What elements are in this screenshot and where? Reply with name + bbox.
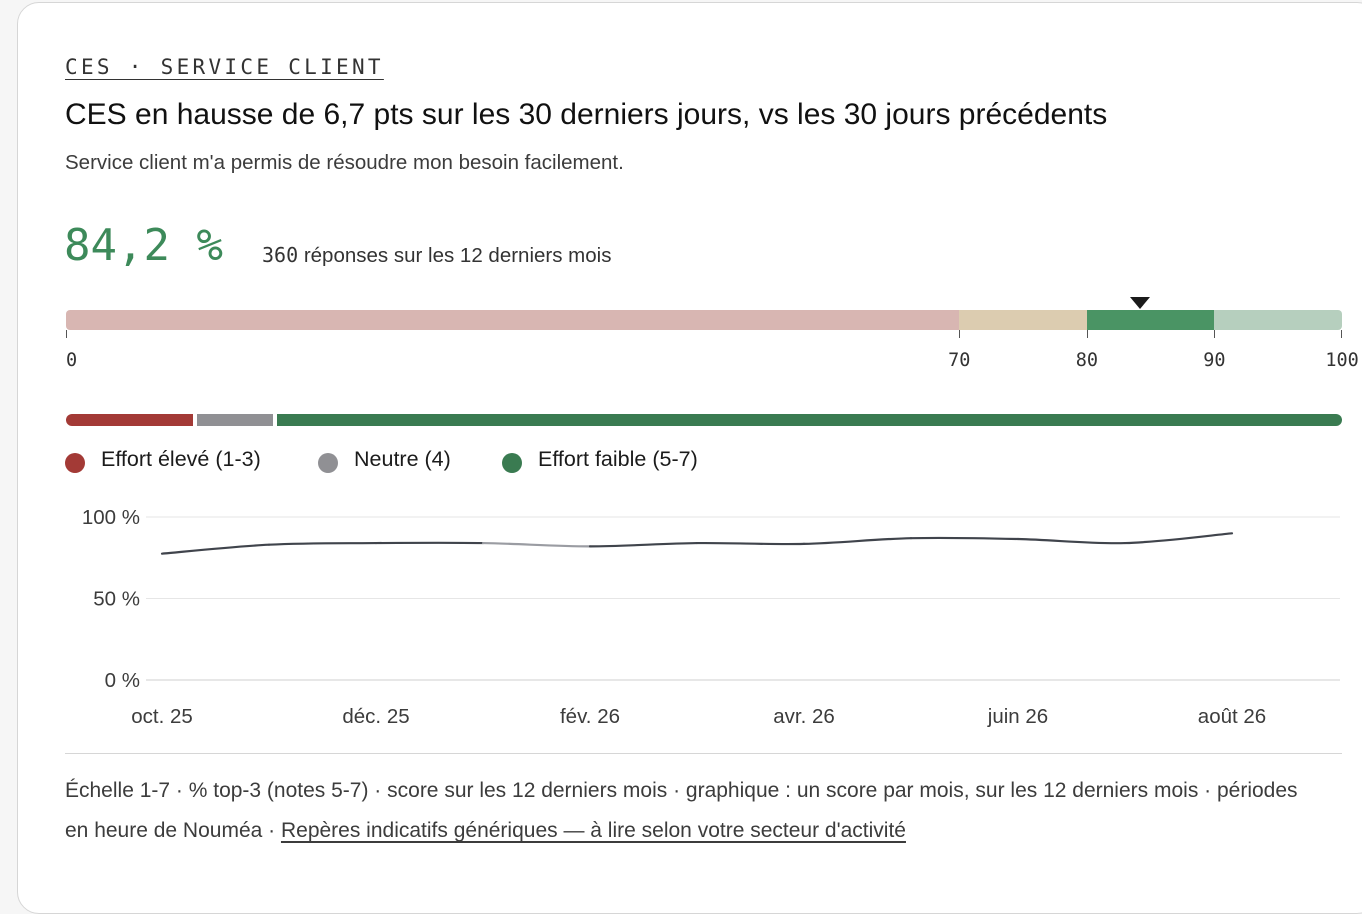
scale-zone-1 bbox=[959, 310, 1087, 330]
scale-tick-label: 90 bbox=[1203, 350, 1225, 371]
series-line-segment bbox=[1018, 539, 1125, 543]
x-tick-label: fév. 26 bbox=[560, 705, 620, 728]
headline: CES en hausse de 6,7 pts sur les 30 dern… bbox=[65, 98, 1107, 132]
y-tick-label: 0 % bbox=[105, 669, 140, 692]
series-line-segment bbox=[697, 543, 804, 544]
series-line-segment bbox=[162, 545, 269, 554]
divider bbox=[65, 753, 1342, 754]
series-line-segment bbox=[911, 538, 1018, 539]
scale-tick bbox=[1087, 330, 1088, 338]
scale-tick-label: 100 bbox=[1325, 350, 1358, 371]
series-line-segment bbox=[483, 543, 590, 546]
series-line-segment bbox=[590, 543, 697, 546]
trend-line-chart: 100 % 50 % 0 % oct. 25 déc. 25 fév. 26 avr. 26… bbox=[0, 490, 1362, 735]
series-line-segment bbox=[269, 543, 376, 545]
score-marker-icon bbox=[1130, 297, 1150, 309]
x-tick-label: avr. 26 bbox=[773, 705, 835, 728]
scale-tick-label: 70 bbox=[948, 350, 970, 371]
y-tick-label: 100 % bbox=[82, 506, 140, 529]
legend-label: Effort élevé (1-3) bbox=[101, 447, 261, 472]
responses-summary: 360 réponses sur les 12 derniers mois bbox=[262, 243, 611, 268]
y-tick-label: 50 % bbox=[93, 588, 140, 611]
series-line-segment bbox=[1125, 533, 1232, 543]
scale-tick-label: 0 bbox=[66, 350, 77, 371]
survey-question: Service client m'a permis de résoudre mo… bbox=[65, 151, 624, 175]
responses-count: 360 bbox=[262, 243, 298, 267]
scale-zone-3 bbox=[1214, 310, 1342, 330]
scale-tick bbox=[959, 330, 960, 338]
eyebrow-label: CES · SERVICE CLIENT bbox=[65, 55, 384, 79]
x-tick-label: déc. 25 bbox=[342, 705, 409, 728]
responses-suffix: réponses sur les 12 derniers mois bbox=[298, 244, 611, 267]
legend-dot-icon bbox=[318, 453, 338, 473]
scale-tick-label: 80 bbox=[1076, 350, 1098, 371]
scale-tick bbox=[1341, 330, 1342, 338]
x-tick-label: oct. 25 bbox=[131, 705, 193, 728]
legend-label: Effort faible (5-7) bbox=[538, 447, 698, 472]
x-tick-label: juin 26 bbox=[987, 705, 1048, 728]
benchmark-link[interactable]: Repères indicatifs génériques — à lire s… bbox=[281, 819, 906, 842]
distribution-segment-0 bbox=[66, 414, 193, 426]
series-line-segment bbox=[804, 538, 911, 544]
distribution-segment-2 bbox=[277, 414, 1342, 426]
scale-tick bbox=[1214, 330, 1215, 338]
scale-tick bbox=[66, 330, 67, 338]
x-tick-label: août 26 bbox=[1198, 705, 1266, 728]
scale-zone-0 bbox=[66, 310, 959, 330]
distribution-segment-1 bbox=[197, 414, 273, 426]
footnote: Échelle 1-7 · % top-3 (notes 5-7) · scor… bbox=[65, 771, 1325, 851]
legend-dot-icon bbox=[65, 453, 85, 473]
legend-dot-icon bbox=[502, 453, 522, 473]
legend-label: Neutre (4) bbox=[354, 447, 451, 472]
score-value: 84,2 % bbox=[64, 220, 223, 271]
scale-zone-2 bbox=[1087, 310, 1215, 330]
